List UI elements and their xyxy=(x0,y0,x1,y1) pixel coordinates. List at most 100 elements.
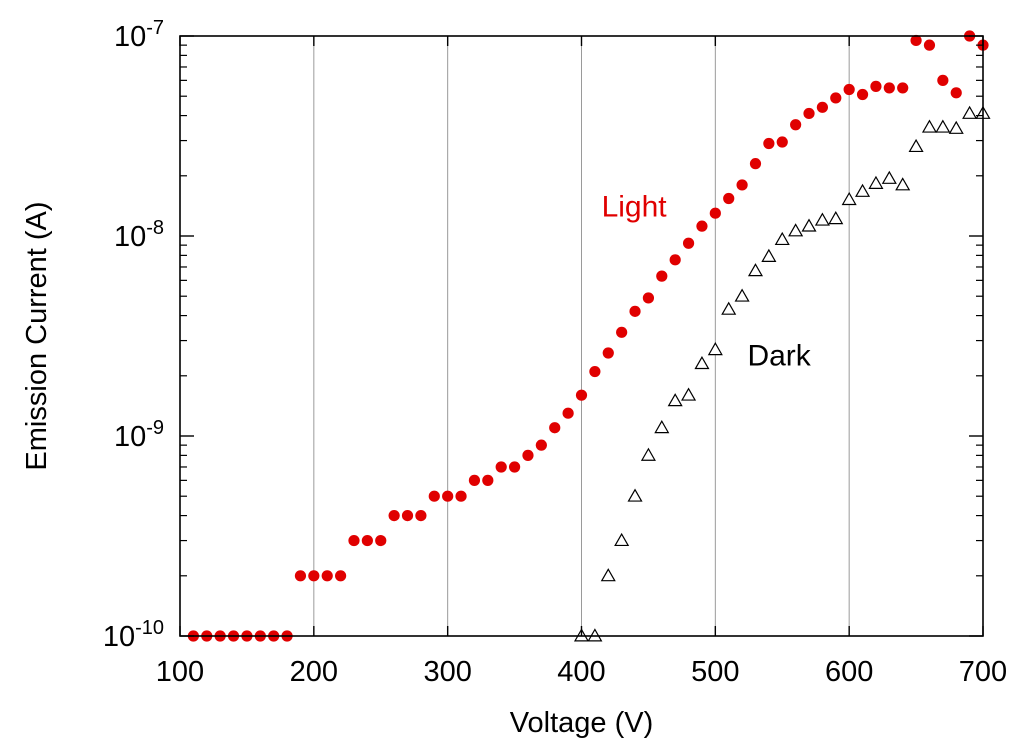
data-point-light xyxy=(616,326,628,338)
data-point-dark xyxy=(935,119,951,133)
y-tick-label: 10-7 xyxy=(114,17,164,53)
data-point-light xyxy=(696,220,708,232)
data-point-light xyxy=(950,87,962,99)
data-point-light xyxy=(468,474,481,486)
data-point-light xyxy=(294,570,307,582)
data-point-dark xyxy=(895,177,911,191)
data-point-dark xyxy=(855,183,871,197)
data-point-dark xyxy=(721,301,737,315)
series-label-dark: Dark xyxy=(747,340,811,373)
data-point-light xyxy=(482,474,494,486)
x-tick-label: 100 xyxy=(156,656,204,688)
data-point-dark xyxy=(868,175,884,189)
y-tick-label: 10-10 xyxy=(103,617,164,653)
data-point-dark xyxy=(667,393,683,407)
data-point-light xyxy=(709,207,721,219)
data-point-dark xyxy=(801,218,817,232)
series-light xyxy=(187,30,989,642)
data-point-dark xyxy=(747,263,764,277)
x-tick-label: 500 xyxy=(691,656,739,688)
series-label-light: Light xyxy=(602,191,668,224)
data-point-light xyxy=(870,80,882,92)
data-point-light xyxy=(535,439,547,451)
data-point-dark xyxy=(761,248,777,262)
data-point-light xyxy=(308,570,320,582)
data-points xyxy=(187,30,991,642)
x-tick-label: 600 xyxy=(825,656,873,688)
data-point-light xyxy=(589,365,601,378)
data-point-light xyxy=(508,461,521,473)
data-point-dark xyxy=(694,355,710,370)
data-point-light xyxy=(682,237,695,249)
data-point-light xyxy=(415,509,427,522)
data-point-light xyxy=(335,570,347,582)
data-point-dark xyxy=(587,628,603,642)
data-point-dark xyxy=(627,488,643,502)
y-axis-title: Emission Current (A) xyxy=(21,201,53,470)
x-tick-label: 400 xyxy=(557,656,605,688)
data-point-light xyxy=(495,461,507,473)
tick-labels: 100 200 300 400 500 600 700 10-10 10-9 10-8 10-7 xyxy=(103,17,1007,688)
data-point-light xyxy=(602,347,614,359)
data-point-light xyxy=(401,509,414,522)
data-point-dark xyxy=(948,120,964,134)
data-point-dark xyxy=(881,170,897,184)
axis-ticks xyxy=(179,35,984,637)
data-point-dark xyxy=(921,119,938,133)
data-point-light xyxy=(348,534,360,547)
data-point-light xyxy=(923,39,936,51)
data-point-light xyxy=(856,88,869,101)
data-point-light xyxy=(388,509,400,522)
data-point-dark xyxy=(814,212,830,226)
data-point-light xyxy=(669,254,681,266)
data-point-dark xyxy=(841,191,857,206)
data-point-dark xyxy=(640,447,656,461)
data-point-light xyxy=(321,570,333,582)
data-point-light xyxy=(629,305,641,317)
data-point-dark xyxy=(962,105,978,119)
data-point-dark xyxy=(734,288,750,302)
data-point-light xyxy=(428,490,440,502)
data-point-light xyxy=(442,490,454,502)
data-point-light xyxy=(776,136,788,148)
y-tick-label: 10-9 xyxy=(114,417,164,453)
data-point-light xyxy=(816,101,829,113)
data-point-dark xyxy=(788,223,804,237)
data-point-light xyxy=(749,158,762,170)
data-point-light xyxy=(723,192,735,205)
x-tick-label: 700 xyxy=(959,656,1007,688)
data-point-light xyxy=(549,422,561,434)
data-point-light xyxy=(803,107,815,120)
series-dark xyxy=(573,105,991,642)
data-point-light xyxy=(642,292,655,304)
data-point-light xyxy=(790,119,802,131)
data-point-light xyxy=(897,82,909,94)
data-point-light xyxy=(575,389,588,401)
data-point-dark xyxy=(600,568,616,582)
grid-lines xyxy=(313,36,850,636)
data-point-dark xyxy=(908,138,924,153)
data-point-light xyxy=(522,449,534,461)
x-tick-label: 300 xyxy=(423,656,471,688)
data-point-light xyxy=(455,490,467,502)
data-point-light xyxy=(937,74,949,86)
data-point-dark xyxy=(614,532,630,547)
data-point-light xyxy=(361,534,373,547)
data-point-light xyxy=(656,270,668,282)
data-point-light xyxy=(736,179,748,191)
data-point-dark xyxy=(774,231,790,246)
data-point-light xyxy=(830,92,842,104)
data-point-dark xyxy=(707,342,723,356)
data-point-light xyxy=(843,83,855,96)
y-tick-label: 10-8 xyxy=(114,217,164,253)
data-point-dark xyxy=(681,387,697,401)
data-point-light xyxy=(375,534,387,547)
x-axis-title: Voltage (V) xyxy=(510,707,653,739)
data-point-light xyxy=(763,137,775,150)
x-tick-label: 200 xyxy=(290,656,338,688)
data-point-light xyxy=(883,82,895,94)
data-point-dark xyxy=(654,420,670,434)
data-point-light xyxy=(910,34,922,47)
